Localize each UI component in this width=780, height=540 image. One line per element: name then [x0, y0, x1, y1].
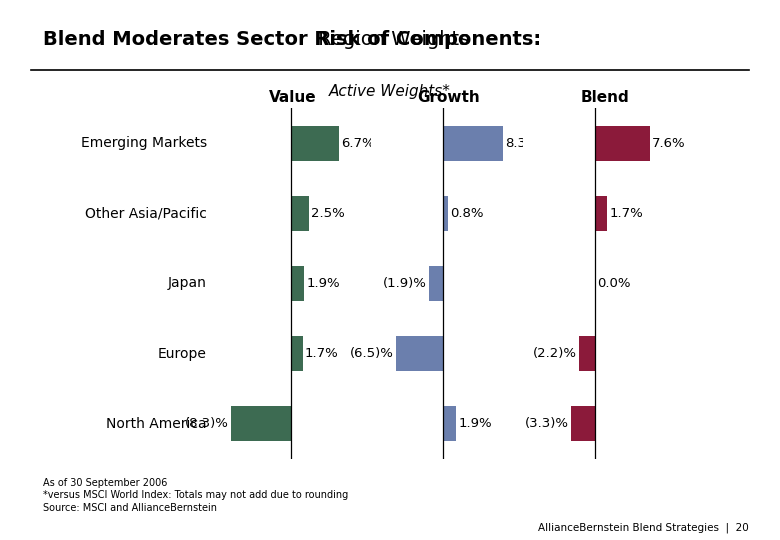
Text: (2.2)%: (2.2)% — [533, 347, 576, 360]
Bar — [571, 406, 594, 442]
Text: 7.6%: 7.6% — [652, 137, 686, 150]
Text: 1.7%: 1.7% — [609, 207, 643, 220]
Bar — [443, 125, 502, 160]
Text: 1.9%: 1.9% — [459, 417, 492, 430]
Text: As of 30 September 2006: As of 30 September 2006 — [43, 478, 167, 488]
Text: Europe: Europe — [158, 347, 207, 361]
Bar — [579, 336, 594, 372]
Bar — [291, 336, 303, 372]
Bar — [443, 406, 456, 442]
Text: (6.5)%: (6.5)% — [349, 347, 394, 360]
Text: 6.7%: 6.7% — [341, 137, 374, 150]
Text: Source: MSCI and AllianceBernstein: Source: MSCI and AllianceBernstein — [43, 503, 217, 513]
Text: 1.7%: 1.7% — [305, 347, 339, 360]
Bar — [429, 266, 443, 301]
Text: 1.9%: 1.9% — [307, 277, 340, 290]
Text: North America: North America — [106, 417, 207, 431]
Text: Active Weights*: Active Weights* — [329, 84, 451, 99]
Text: Other Asia/Pacific: Other Asia/Pacific — [85, 206, 207, 220]
Text: Blend Moderates Sector Risk of Components:: Blend Moderates Sector Risk of Component… — [43, 30, 541, 49]
Text: Region Weights: Region Weights — [311, 30, 469, 49]
Text: Value: Value — [268, 90, 317, 105]
Text: Blend: Blend — [580, 90, 629, 105]
Bar — [291, 195, 309, 231]
Bar — [594, 125, 650, 160]
Text: 0.8%: 0.8% — [451, 207, 484, 220]
Text: (3.3)%: (3.3)% — [525, 417, 569, 430]
Text: 8.3%: 8.3% — [505, 137, 538, 150]
Text: Growth: Growth — [417, 90, 480, 105]
Text: (1.9)%: (1.9)% — [383, 277, 427, 290]
Text: 2.5%: 2.5% — [310, 207, 345, 220]
Text: *versus MSCI World Index: Totals may not add due to rounding: *versus MSCI World Index: Totals may not… — [43, 490, 348, 501]
Text: Emerging Markets: Emerging Markets — [80, 136, 207, 150]
Bar — [395, 336, 443, 372]
Bar — [231, 406, 291, 442]
Text: 0.0%: 0.0% — [597, 277, 630, 290]
Text: AllianceBernstein Blend Strategies  |  20: AllianceBernstein Blend Strategies | 20 — [538, 522, 749, 532]
Bar — [443, 195, 448, 231]
Bar — [291, 266, 304, 301]
Text: Japan: Japan — [168, 276, 207, 291]
Text: (8.3)%: (8.3)% — [185, 417, 229, 430]
Bar — [594, 195, 607, 231]
Bar — [291, 125, 339, 160]
